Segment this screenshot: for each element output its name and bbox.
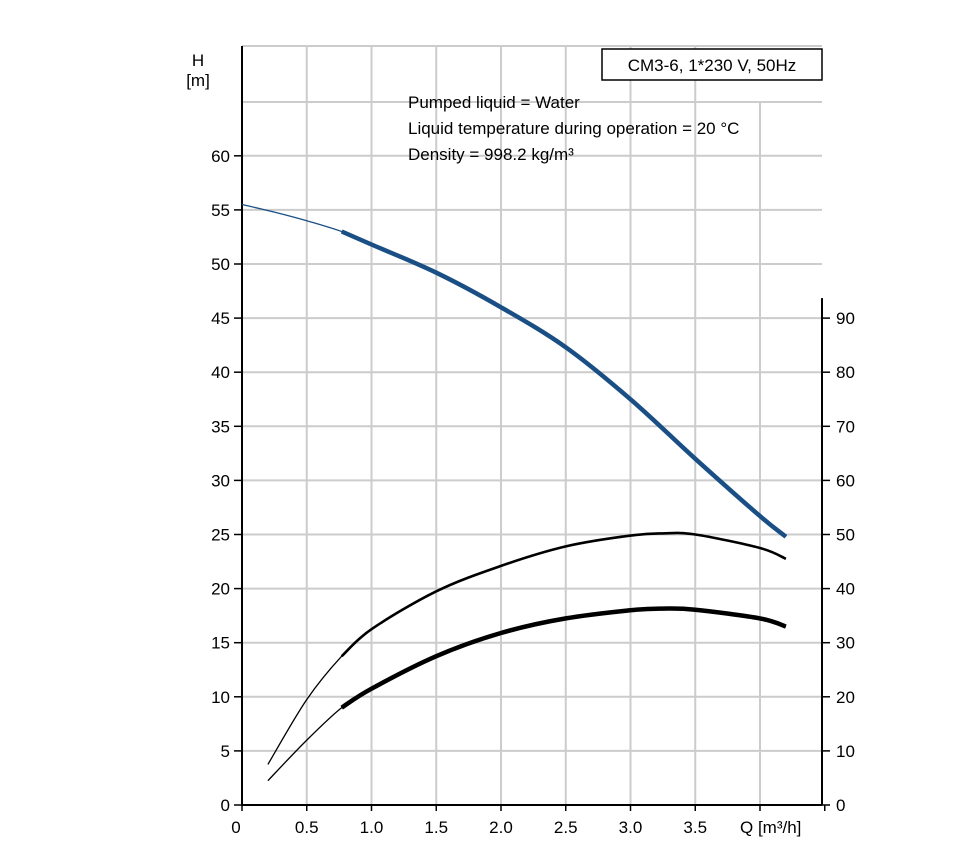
series-lower-line-thin (267, 607, 787, 782)
y2-tick-label: 70 (836, 417, 855, 436)
series-upper-line-thin (267, 532, 787, 765)
x-tick-label: 0 (231, 818, 240, 837)
x-tick-label: 1.5 (424, 818, 448, 837)
x-tick-label: 3.0 (619, 818, 643, 837)
y-tick-label: 35 (211, 417, 230, 436)
series-head-line-thick (340, 229, 788, 539)
y-tick-label: 5 (221, 742, 230, 761)
y2-tick-label: 10 (836, 742, 855, 761)
series-lower-point (785, 626, 787, 628)
y-tick-label: 60 (211, 147, 230, 166)
series-head-point (306, 220, 308, 222)
series-upper-point (662, 533, 664, 535)
annotation-density: Density = 998.2 kg/m³ (408, 145, 574, 164)
series-lower-point (500, 632, 502, 634)
y-tick-label: 45 (211, 309, 230, 328)
y-tick-label: 25 (211, 526, 230, 545)
y2-tick-label: 90 (836, 309, 855, 328)
x-tick-label: 3.5 (683, 818, 707, 837)
annotation-temperature: Liquid temperature during operation = 20… (408, 119, 739, 138)
y2-tick-label: 20 (836, 688, 855, 707)
y2-tick-label: 40 (836, 580, 855, 599)
x-tick-label: 2.0 (489, 818, 513, 837)
series-lower-point (759, 618, 761, 620)
series-lower-line-thick (340, 606, 787, 710)
title-box (601, 48, 823, 81)
series-head-point (759, 515, 761, 517)
y-axis-unit: [m] (186, 71, 210, 90)
series-lower-point (306, 739, 308, 741)
series-head-point (241, 204, 243, 206)
series-lower-point (565, 618, 567, 620)
series-upper-point (500, 565, 502, 567)
y-tick-label: 50 (211, 255, 230, 274)
series-head-point (500, 307, 502, 309)
series-head-line-thin (241, 203, 787, 538)
series-upper-point (785, 558, 787, 560)
y-tick-label: 55 (211, 201, 230, 220)
x-tick-label: 0.5 (295, 818, 319, 837)
grid (242, 45, 822, 805)
series-lower-point (662, 608, 664, 610)
y2-tick-label: 30 (836, 634, 855, 653)
series-lower-point (341, 707, 343, 709)
series-head-point (695, 458, 697, 460)
x-axis-title: Q [m³/h] (740, 818, 801, 837)
series-head-point (785, 536, 787, 538)
series-head-point (565, 347, 567, 349)
x-tick-label: 2.5 (554, 818, 578, 837)
series-head-point (341, 231, 343, 233)
curves (241, 203, 788, 782)
series-lower-point (371, 688, 373, 690)
series-upper-point (695, 534, 697, 536)
series-lower-point (436, 655, 438, 657)
series-lower-point (695, 609, 697, 611)
y-tick-label: 20 (211, 580, 230, 599)
y-axis-title: H (192, 51, 204, 70)
series-head-point (630, 399, 632, 401)
x-tick-label: 1.0 (360, 818, 384, 837)
series-head-point (436, 272, 438, 274)
y2-tick-label: 80 (836, 363, 855, 382)
y-tick-label: 15 (211, 634, 230, 653)
chart-title: CM3-6, 1*230 V, 50Hz (628, 56, 797, 75)
y2-tick-label: 60 (836, 471, 855, 490)
y-tick-label: 0 (221, 796, 230, 815)
y-tick-label: 30 (211, 471, 230, 490)
series-upper-point (436, 591, 438, 593)
series-upper-point (267, 764, 269, 766)
axes: 0 0.5 1.0 1.5 2.0 2.5 3.0 3.5 0 5 10 15 20 25 30 35 40 45… (211, 46, 855, 837)
series-head-point (274, 211, 276, 213)
y2-tick-label: 0 (836, 796, 845, 815)
series-upper-point (341, 655, 343, 657)
series-upper-point (759, 547, 761, 549)
series-lower-point (267, 780, 269, 782)
series-upper-point (630, 535, 632, 537)
annotation-liquid: Pumped liquid = Water (408, 93, 580, 112)
series-upper-line-thick (340, 531, 787, 658)
y-tick-label: 10 (211, 688, 230, 707)
series-upper-point (565, 546, 567, 548)
y2-tick-label: 50 (836, 526, 855, 545)
series-lower-point (630, 609, 632, 611)
series-head-point (371, 244, 373, 246)
series-upper-point (371, 628, 373, 630)
series-upper-point (306, 699, 308, 701)
y-tick-label: 40 (211, 363, 230, 382)
